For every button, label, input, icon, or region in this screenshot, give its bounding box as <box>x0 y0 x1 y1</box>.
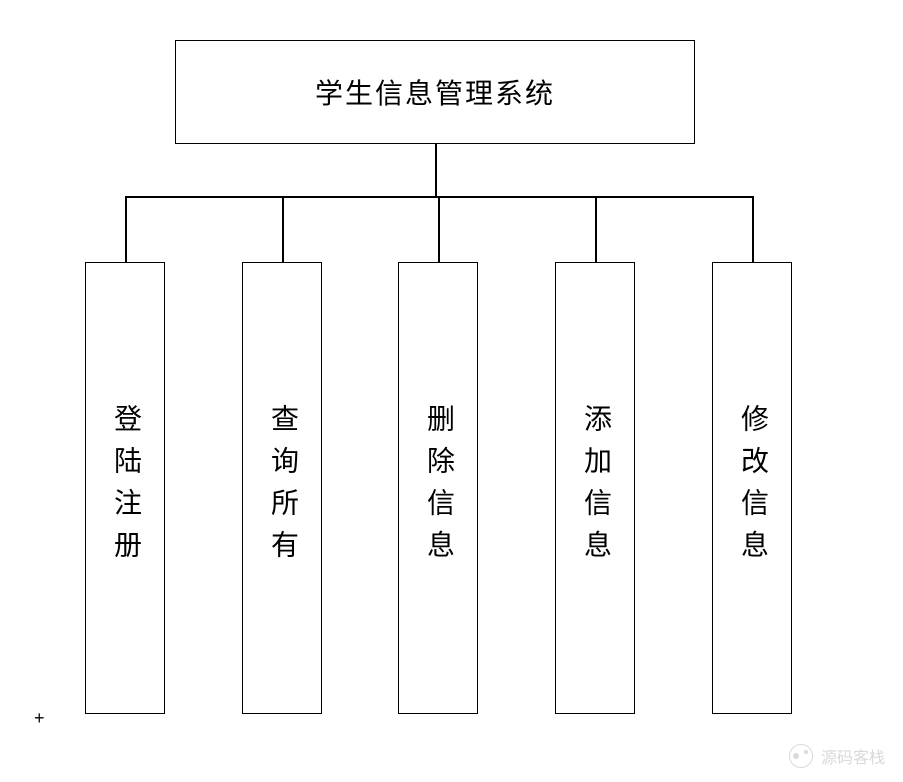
connector-drop-4 <box>752 196 754 262</box>
connector-drop-3 <box>595 196 597 262</box>
watermark-text: 源码客栈 <box>821 744 885 768</box>
root-label: 学生信息管理系统 <box>315 72 555 112</box>
child-node-2: 删除信息 <box>398 262 478 714</box>
root-node: 学生信息管理系统 <box>175 40 695 144</box>
child-label-4: 修改信息 <box>738 404 766 572</box>
connector-drop-0 <box>125 196 127 262</box>
plus-mark: + <box>34 708 45 729</box>
child-label-2: 删除信息 <box>424 404 452 572</box>
child-node-4: 修改信息 <box>712 262 792 714</box>
child-label-1: 查询所有 <box>268 404 296 572</box>
wechat-icon <box>789 744 813 768</box>
child-node-3: 添加信息 <box>555 262 635 714</box>
child-label-0: 登陆注册 <box>111 404 139 572</box>
child-node-0: 登陆注册 <box>85 262 165 714</box>
connector-drop-2 <box>438 196 440 262</box>
connector-trunk <box>435 144 437 196</box>
connector-drop-1 <box>282 196 284 262</box>
watermark: 源码客栈 <box>789 744 885 768</box>
child-label-3: 添加信息 <box>581 404 609 572</box>
child-node-1: 查询所有 <box>242 262 322 714</box>
